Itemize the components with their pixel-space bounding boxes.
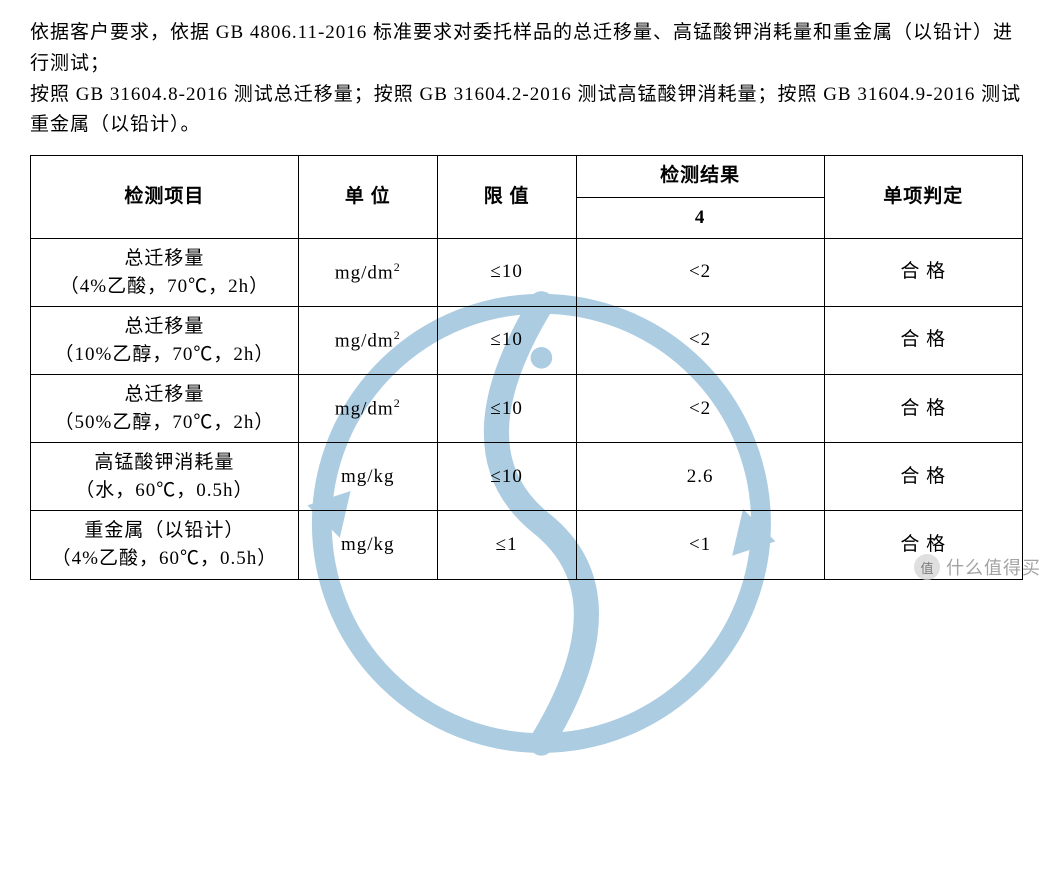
cell-verdict: 合 格 [824,307,1022,375]
cell-verdict: 合 格 [824,375,1022,443]
table-row: 重金属（以铅计）（4%乙酸，60℃，0.5h）mg/kg≤1<1合 格 [31,511,1023,579]
intro-line1: 依据客户要求，依据 GB 4806.11-2016 标准要求对委托样品的总迁移量… [30,22,1013,74]
cell-result: <2 [576,375,824,443]
intro-paragraph: 依据客户要求，依据 GB 4806.11-2016 标准要求对委托样品的总迁移量… [30,18,1023,141]
cell-item: 高锰酸钾消耗量（水，60℃，0.5h） [31,443,299,511]
cell-verdict: 合 格 [824,239,1022,307]
th-verdict: 单项判定 [824,156,1022,239]
table-row: 高锰酸钾消耗量（水，60℃，0.5h）mg/kg≤102.6合 格 [31,443,1023,511]
cell-unit: mg/dm2 [298,239,437,307]
table-row: 总迁移量（50%乙醇，70℃，2h）mg/dm2≤10<2合 格 [31,375,1023,443]
cell-item: 重金属（以铅计）（4%乙酸，60℃，0.5h） [31,511,299,579]
table-row: 总迁移量（10%乙醇，70℃，2h）mg/dm2≤10<2合 格 [31,307,1023,375]
cell-unit: mg/kg [298,443,437,511]
cell-limit: ≤10 [437,307,576,375]
cell-limit: ≤10 [437,443,576,511]
cell-limit: ≤1 [437,511,576,579]
cell-unit: mg/dm2 [298,375,437,443]
table-row: 总迁移量（4%乙酸，70℃，2h）mg/dm2≤10<2合 格 [31,239,1023,307]
footer-text: 什么值得买 [946,554,1041,580]
table-header-row: 检测项目 单 位 限 值 检测结果 单项判定 [31,156,1023,198]
cell-result: <1 [576,511,824,579]
cell-item: 总迁移量（50%乙醇，70℃，2h） [31,375,299,443]
th-item: 检测项目 [31,156,299,239]
results-table: 检测项目 单 位 限 值 检测结果 单项判定 4 总迁移量（4%乙酸，70℃，2… [30,155,1023,579]
footer-watermark: 值 什么值得买 [914,554,1041,580]
cell-unit: mg/dm2 [298,307,437,375]
footer-badge-icon: 值 [914,554,940,580]
cell-unit: mg/kg [298,511,437,579]
cell-item: 总迁移量（10%乙醇，70℃，2h） [31,307,299,375]
cell-result: <2 [576,239,824,307]
cell-item: 总迁移量（4%乙酸，70℃，2h） [31,239,299,307]
cell-limit: ≤10 [437,375,576,443]
th-limit: 限 值 [437,156,576,239]
cell-limit: ≤10 [437,239,576,307]
cell-verdict: 合 格 [824,443,1022,511]
cell-result: 2.6 [576,443,824,511]
th-unit: 单 位 [298,156,437,239]
th-result: 检测结果 [576,156,824,198]
th-result-sub: 4 [576,197,824,239]
cell-result: <2 [576,307,824,375]
intro-line2: 按照 GB 31604.8-2016 测试总迁移量；按照 GB 31604.2-… [30,84,1021,136]
